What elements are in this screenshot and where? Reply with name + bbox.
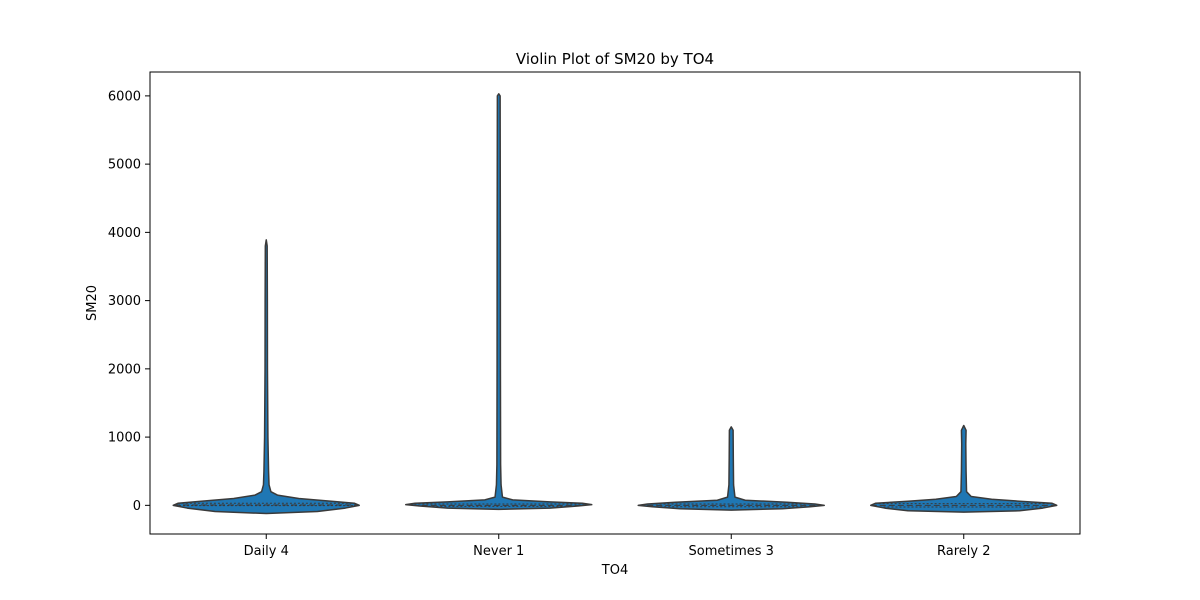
violin-sometimes-3 <box>637 426 825 511</box>
y-tick-label: 1000 <box>108 431 141 446</box>
violin-never-1 <box>405 93 593 511</box>
x-axis: Daily 4 Never 1 Sometimes 3 Rarely 2 <box>244 534 990 559</box>
y-tick-label: 3000 <box>108 294 141 309</box>
plot-frame <box>149 71 1081 535</box>
x-tick-label: Sometimes 3 <box>689 544 774 559</box>
x-axis-label: TO4 <box>601 563 628 578</box>
violin-rarely-2 <box>870 424 1058 513</box>
y-tick-label: 0 <box>133 499 141 514</box>
y-axis-label: SM20 <box>85 285 100 321</box>
violin-daily-4 <box>172 239 360 515</box>
x-tick-label: Rarely 2 <box>937 544 990 559</box>
y-tick-label: 6000 <box>108 89 141 104</box>
y-tick-label: 2000 <box>108 362 141 377</box>
chart-title: Violin Plot of SM20 by TO4 <box>516 50 714 68</box>
violins-group <box>172 93 1058 515</box>
y-axis: 0 1000 2000 3000 4000 5000 6000 <box>108 89 150 514</box>
y-tick-label: 5000 <box>108 158 141 173</box>
x-tick-label: Daily 4 <box>244 544 289 559</box>
y-tick-label: 4000 <box>108 226 141 241</box>
x-tick-label: Never 1 <box>473 544 524 559</box>
